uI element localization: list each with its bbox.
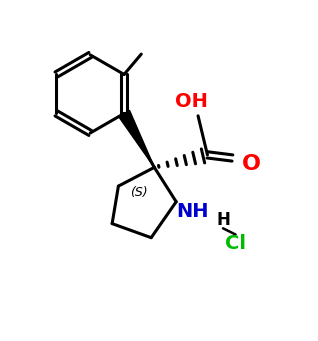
Text: O: O	[242, 154, 261, 174]
Text: H: H	[216, 211, 230, 229]
Text: (S): (S)	[130, 186, 148, 199]
Text: Cl: Cl	[225, 234, 246, 253]
Text: NH: NH	[176, 202, 209, 221]
Polygon shape	[119, 110, 154, 167]
Text: OH: OH	[175, 92, 208, 111]
